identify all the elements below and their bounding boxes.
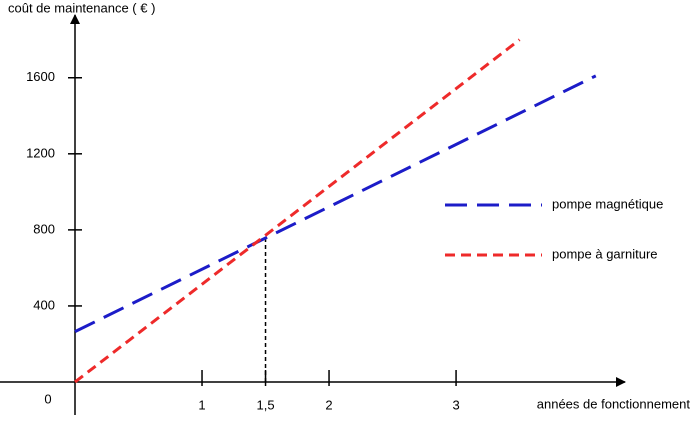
legend-label: pompe magnétique (552, 196, 663, 211)
legend-label: pompe à garniture (552, 246, 658, 261)
x-tick-label: 1,5 (256, 397, 274, 412)
x-tick-label: 1 (198, 397, 205, 412)
series-line (74, 38, 521, 384)
series-line (74, 74, 597, 333)
y-tick-label: 400 (33, 297, 55, 312)
y-axis-label: coût de maintenance ( € ) (8, 0, 155, 15)
x-axis-label: années de fonctionnement (537, 396, 691, 411)
y-tick-label: 1600 (26, 69, 55, 84)
x-tick-label: 2 (325, 397, 332, 412)
origin-label: 0 (44, 391, 51, 406)
y-tick-label: 800 (33, 221, 55, 236)
x-tick-label: 3 (452, 397, 459, 412)
y-tick-label: 1200 (26, 145, 55, 160)
